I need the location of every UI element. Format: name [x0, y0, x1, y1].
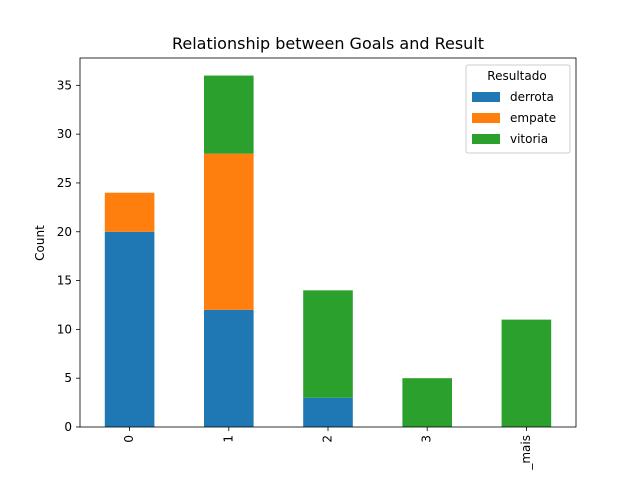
legend-label-empate: empate	[510, 111, 556, 125]
legend-swatch-vitoria	[472, 134, 500, 144]
y-tick-label: 30	[57, 127, 72, 141]
legend-swatch-derrota	[472, 92, 500, 102]
legend-label-vitoria: vitoria	[510, 132, 548, 146]
legend-frame	[465, 64, 571, 154]
y-tick-label: 20	[57, 225, 72, 239]
bar-vitoria-1	[204, 75, 254, 154]
legend-title: Resultado	[487, 69, 546, 83]
chart-title: Relationship between Goals and Result	[172, 34, 484, 53]
bar-derrota-1	[204, 309, 254, 427]
y-tick-label: 35	[57, 78, 72, 92]
x-tick-label: 0	[122, 435, 136, 443]
bar-vitoria-3	[402, 378, 452, 427]
bar-vitoria-_mais	[501, 319, 552, 427]
legend-swatch-empate	[472, 113, 500, 123]
x-tick-label: 3	[420, 435, 434, 443]
bar-derrota-2	[303, 397, 353, 427]
y-tick-label: 5	[64, 371, 72, 385]
y-tick-label: 25	[57, 176, 72, 190]
legend-label-derrota: derrota	[510, 90, 554, 104]
bar-vitoria-2	[303, 290, 353, 398]
plot-area: 0 1 2 3 _mais 0 5 10 15 20 25 30 35	[57, 57, 577, 471]
x-tick-label: 2	[321, 435, 335, 443]
bar-empate-0	[104, 192, 155, 232]
y-axis-label: Count	[33, 225, 47, 261]
axes-frame	[79, 57, 577, 428]
y-tick-label: 0	[64, 420, 72, 434]
x-tick-label: 1	[221, 435, 235, 443]
y-tick-label: 15	[57, 274, 72, 288]
y-tick-label: 10	[57, 322, 72, 336]
x-tick-label: _mais	[519, 435, 533, 471]
legend: Resultado derrota empate vitoria	[465, 64, 571, 154]
bar-empate-1	[204, 153, 254, 310]
bar-derrota-0	[104, 231, 155, 427]
